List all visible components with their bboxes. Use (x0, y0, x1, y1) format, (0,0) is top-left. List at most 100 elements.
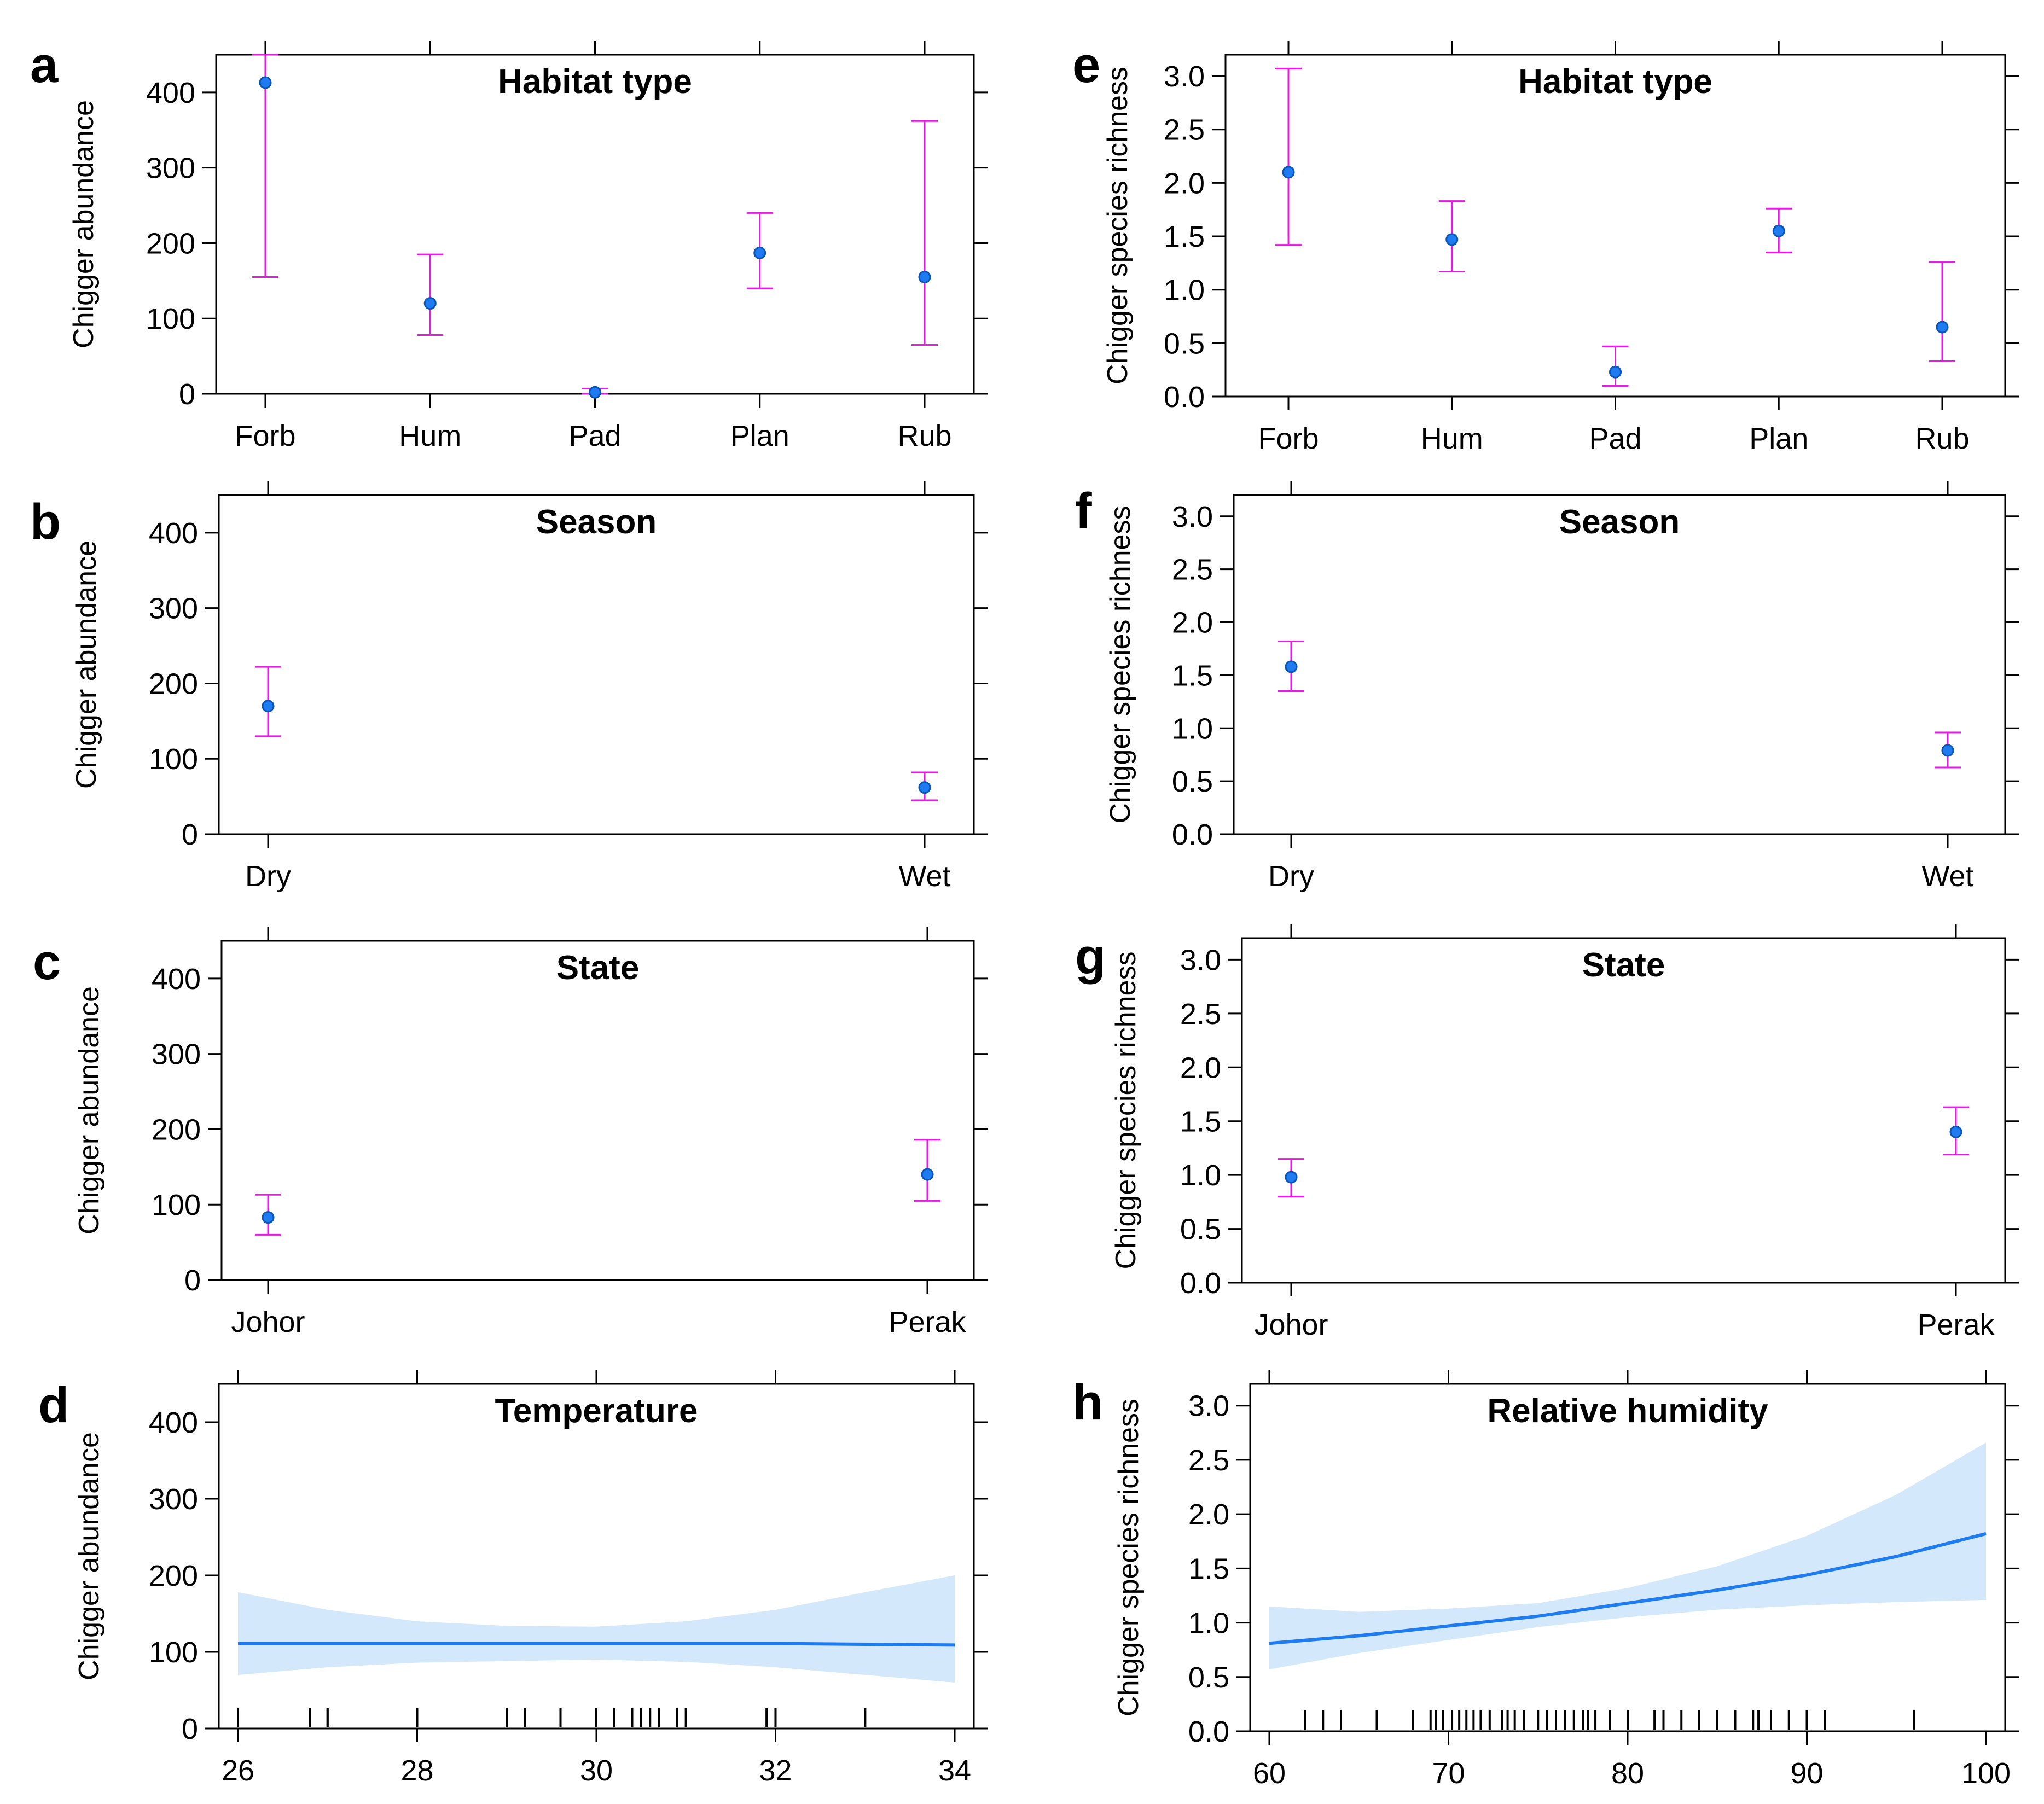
x-tick-label: 30 (580, 1754, 613, 1787)
panel-title: State (1582, 946, 1665, 984)
x-tick-label: Perak (1917, 1308, 1995, 1341)
panel-letter: a (30, 37, 59, 93)
errorbar-dry (255, 666, 281, 737)
y-tick-label: 100 (149, 743, 198, 776)
plot-frame (220, 940, 975, 1281)
y-tick-label: 0.0 (1188, 1715, 1229, 1748)
panel-f: 0.0 0.5 1.0 1.5 2.0 2.5 3.0 Dry Wet Season Chigger… (1075, 481, 2019, 893)
x-tick-label: 70 (1432, 1757, 1465, 1790)
y-axis-label: Chigger abundance (73, 1432, 105, 1680)
x-tick-label: 28 (400, 1754, 433, 1787)
y-tick-label: 3.0 (1172, 501, 1213, 533)
y-tick-label: 200 (146, 227, 195, 260)
panel-title: Temperature (495, 1392, 698, 1430)
y-tick-label: 400 (149, 517, 198, 550)
estimate-point (1285, 660, 1298, 673)
y-tick-label: 0.0 (1164, 381, 1205, 414)
y-tick-label: 300 (149, 592, 198, 625)
panel-title: Relative humidity (1487, 1392, 1768, 1430)
panel-e: 0.0 0.5 1.0 1.5 2.0 2.5 3.0 Forb Hum Pad Plan Rub Ha… (1072, 37, 2019, 455)
y-tick-label: 400 (152, 963, 201, 996)
y-tick-label: 0.0 (1172, 818, 1213, 851)
estimate-point (1772, 224, 1785, 237)
panel-title: Habitat type (498, 63, 692, 101)
confidence-band (1269, 1442, 1986, 1669)
y-tick-label: 0.5 (1188, 1661, 1229, 1694)
x-tick-label: 90 (1790, 1757, 1823, 1790)
y-tick-label: 3.0 (1180, 944, 1221, 976)
panel-letter: c (33, 934, 61, 990)
y-tick-label: 0 (184, 1264, 201, 1297)
panel-a: 0 100 200 300 400 Forb Hum Pad Plan Rub Habitat ty… (30, 37, 988, 452)
y-tick-label: 1.5 (1172, 659, 1213, 692)
estimate-point (918, 270, 931, 283)
x-tick-label: Plan (1749, 422, 1808, 455)
errorbar-rub (1929, 261, 1955, 363)
y-tick-label: 2.0 (1164, 167, 1205, 200)
panel-title: State (556, 949, 640, 987)
confidence-band (238, 1575, 955, 1683)
y-tick-label: 200 (149, 1559, 198, 1592)
x-tick-label: Pad (568, 420, 621, 452)
estimate-point (918, 781, 931, 794)
errorbar-johor (1278, 1158, 1304, 1197)
x-tick-label: Rub (897, 420, 951, 452)
panel-letter: f (1075, 483, 1092, 539)
y-tick-label: 1.0 (1180, 1159, 1221, 1192)
x-tick-label: Forb (235, 420, 295, 452)
y-axis-label: Chigger species richness (1113, 1399, 1145, 1716)
x-tick-label: Wet (1921, 860, 1973, 893)
errorbar-plan (746, 212, 773, 289)
y-tick-label: 3.0 (1188, 1390, 1229, 1423)
x-tick-label: Johor (231, 1306, 305, 1339)
y-tick-label: 0 (179, 378, 195, 411)
errorbar-forb (1275, 67, 1302, 246)
y-tick-label: 1.0 (1164, 274, 1205, 307)
y-tick-label: 1.0 (1172, 712, 1213, 745)
y-tick-label: 400 (146, 77, 195, 109)
estimate-point (1936, 321, 1949, 334)
x-tick-label: Rub (1915, 422, 1969, 455)
panel-g: 0.0 0.5 1.0 1.5 2.0 2.5 3.0 Johor Perak State Chig… (1075, 924, 2019, 1341)
y-axis-label: Chigger abundance (68, 100, 100, 348)
y-tick-label: 2.5 (1188, 1444, 1229, 1477)
fitted-line (238, 1642, 955, 1647)
errorbar-hum (1438, 200, 1465, 272)
y-tick-label: 2.0 (1188, 1498, 1229, 1531)
y-tick-label: 3.0 (1164, 60, 1205, 93)
estimate-point (589, 386, 601, 399)
y-axis-label: Chigger species richness (1105, 506, 1136, 824)
estimate-point (1282, 166, 1295, 179)
y-tick-label: 200 (149, 667, 198, 700)
y-axis-label: Chigger species richness (1102, 67, 1134, 385)
estimate-point (262, 700, 275, 713)
errorbar-johor (255, 1194, 281, 1236)
errorbar-pad (1602, 345, 1629, 387)
y-tick-label: 2.5 (1180, 998, 1221, 1031)
estimate-point (1609, 365, 1622, 379)
panel-d: 0 100 200 300 400 26 28 30 32 34 Temperature Chigge… (38, 1370, 988, 1787)
errorbar-pad (582, 386, 608, 399)
y-tick-label: 1.5 (1164, 220, 1205, 253)
panel-letter: d (38, 1377, 69, 1433)
x-tick-label: Perak (889, 1306, 966, 1339)
panel-title: Season (536, 503, 657, 541)
x-tick-label: 26 (222, 1754, 254, 1787)
y-tick-label: 0 (182, 818, 198, 851)
plot-frame (218, 494, 975, 835)
x-tick-label: 80 (1611, 1757, 1644, 1790)
y-tick-label: 1.5 (1180, 1105, 1221, 1138)
fitted-line (1269, 1532, 1987, 1645)
y-axis-label: Chigger species richness (1110, 952, 1142, 1270)
plot-frame (1233, 494, 2006, 835)
y-tick-label: 100 (152, 1189, 201, 1221)
y-tick-label: 300 (146, 152, 195, 185)
plot-frame (1241, 937, 2006, 1284)
estimate-point (1941, 744, 1954, 757)
panel-h: 0.0 0.5 1.0 1.5 2.0 2.5 3.0 60 70 80 90 100 Relative… (1072, 1370, 2019, 1790)
y-tick-label: 0.0 (1180, 1267, 1221, 1300)
estimate-point (921, 1168, 934, 1181)
errorbar-wet (911, 771, 938, 801)
y-axis-label: Chigger abundance (71, 540, 102, 789)
y-tick-label: 2.0 (1180, 1051, 1221, 1084)
